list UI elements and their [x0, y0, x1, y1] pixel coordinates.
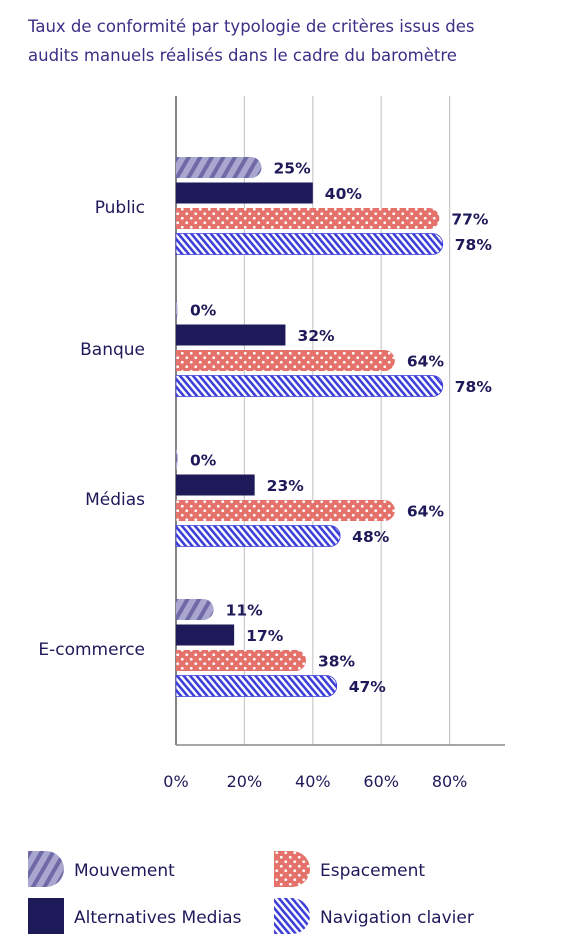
data-label-public-alternatives-medias: 40%	[325, 185, 363, 203]
data-label-banque-alternatives-medias: 32%	[297, 327, 335, 345]
bar-banque-espacement	[176, 350, 395, 371]
x-tick-label: 80%	[432, 772, 468, 791]
data-label-medias-espacement: 64%	[407, 503, 445, 521]
data-label-banque-espacement: 64%	[407, 353, 445, 371]
category-label-public: Public	[95, 198, 145, 218]
legend-swatch-navigation-clavier	[274, 898, 310, 934]
legend-swatch-mouvement	[28, 851, 64, 887]
bar-medias-alternatives-medias	[176, 474, 255, 496]
x-tick-label: 20%	[227, 772, 263, 791]
bar-banque-alternatives-medias	[176, 324, 286, 346]
legend-swatch-espacement	[274, 851, 310, 887]
data-label-medias-mouvement: 0%	[190, 452, 217, 470]
data-label-medias-alternatives-medias: 23%	[267, 477, 305, 495]
x-tick-label: 0%	[163, 772, 188, 791]
bar-public-espacement	[176, 208, 440, 229]
bar-medias-espacement	[176, 500, 395, 521]
data-label-e-commerce-alternatives-medias: 17%	[246, 627, 284, 645]
data-label-banque-navigation-clavier: 78%	[455, 378, 493, 396]
data-label-public-navigation-clavier: 78%	[455, 236, 493, 254]
bar-e-commerce-mouvement	[176, 599, 214, 620]
bar-banque-navigation-clavier	[175, 375, 444, 397]
bar-public-navigation-clavier	[175, 233, 444, 255]
data-label-banque-mouvement: 0%	[190, 302, 217, 320]
x-tick-label: 60%	[363, 772, 399, 791]
legend-label-espacement: Espacement	[320, 861, 425, 881]
data-label-e-commerce-espacement: 38%	[318, 653, 356, 671]
bar-banque-mouvement	[176, 299, 178, 320]
data-label-public-mouvement: 25%	[274, 160, 312, 178]
data-label-e-commerce-mouvement: 11%	[226, 602, 264, 620]
legend-label-navigation-clavier: Navigation clavier	[320, 908, 474, 928]
category-label-e-commerce: E-commerce	[38, 640, 145, 660]
chart-title: Taux de conformité par typologie de crit…	[28, 12, 548, 70]
bar-public-mouvement	[176, 157, 262, 178]
chart-title-line-2: audits manuels réalisés dans le cadre du…	[28, 46, 457, 65]
chart-title-line-1: Taux de conformité par typologie de crit…	[28, 17, 475, 36]
legend-label-alternatives-medias: Alternatives Medias	[74, 908, 242, 928]
data-label-medias-navigation-clavier: 48%	[352, 528, 390, 546]
data-label-public-espacement: 77%	[451, 211, 489, 229]
category-label-medias: Médias	[85, 490, 145, 510]
data-label-e-commerce-navigation-clavier: 47%	[349, 678, 387, 696]
legend-swatch-alternatives-medias	[28, 898, 64, 934]
category-label-banque: Banque	[80, 340, 145, 360]
x-tick-label: 40%	[295, 772, 331, 791]
bar-e-commerce-alternatives-medias	[176, 624, 235, 646]
bar-medias-mouvement	[176, 449, 178, 470]
bar-public-alternatives-medias	[175, 182, 313, 204]
bar-e-commerce-espacement	[176, 650, 306, 671]
bar-e-commerce-navigation-clavier	[175, 675, 338, 697]
bar-medias-navigation-clavier	[175, 525, 341, 547]
legend-label-mouvement: Mouvement	[74, 861, 175, 881]
